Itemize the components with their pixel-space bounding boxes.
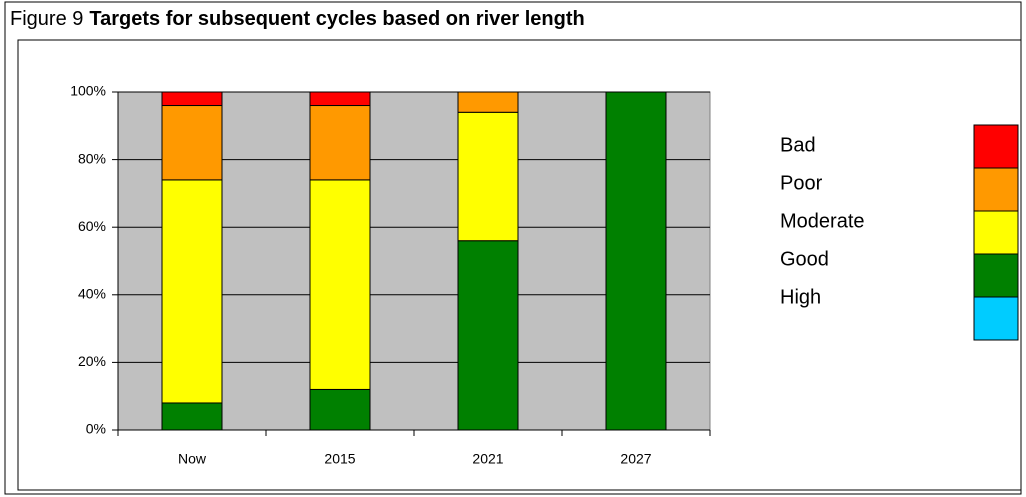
bar-segment (309, 105, 371, 181)
chart-title: Targets for subsequent cycles based on r… (89, 8, 584, 30)
legend-swatch (973, 210, 1019, 255)
y-tick-label: 80% (78, 150, 106, 166)
y-tick-label: 40% (78, 286, 106, 302)
chart-title-group: Figure 9 Targets for subsequent cycles ba… (10, 8, 585, 30)
bar-segment (161, 105, 223, 181)
legend-label: Moderate (780, 210, 865, 232)
bar-segment (161, 179, 223, 404)
bar-segment (309, 179, 371, 390)
bar-segment (457, 91, 519, 113)
x-tick-label: Now (178, 451, 207, 467)
legend-swatch (973, 167, 1019, 212)
legend-swatch (973, 296, 1019, 341)
y-tick-label: 60% (78, 218, 106, 234)
x-tick-label: 2027 (620, 451, 651, 467)
bar-segment (309, 388, 371, 431)
bar-segment (605, 91, 667, 431)
legend-label: Poor (780, 172, 823, 194)
legend-swatch (973, 253, 1019, 298)
legend-label: High (780, 286, 821, 308)
y-tick-label: 20% (78, 353, 106, 369)
legend-swatch (973, 124, 1019, 169)
legend-label: Good (780, 248, 829, 270)
figure-label: Figure 9 (10, 8, 83, 30)
y-tick-label: 0% (86, 421, 106, 437)
x-tick-label: 2021 (472, 451, 503, 467)
bar-segment (161, 402, 223, 431)
bar-segment (309, 91, 371, 107)
x-tick-label: 2015 (324, 451, 355, 467)
bar-segment (457, 111, 519, 242)
legend-label: Bad (780, 134, 816, 156)
y-tick-label: 100% (70, 83, 106, 99)
bar-segment (457, 240, 519, 431)
bar-segment (161, 91, 223, 107)
